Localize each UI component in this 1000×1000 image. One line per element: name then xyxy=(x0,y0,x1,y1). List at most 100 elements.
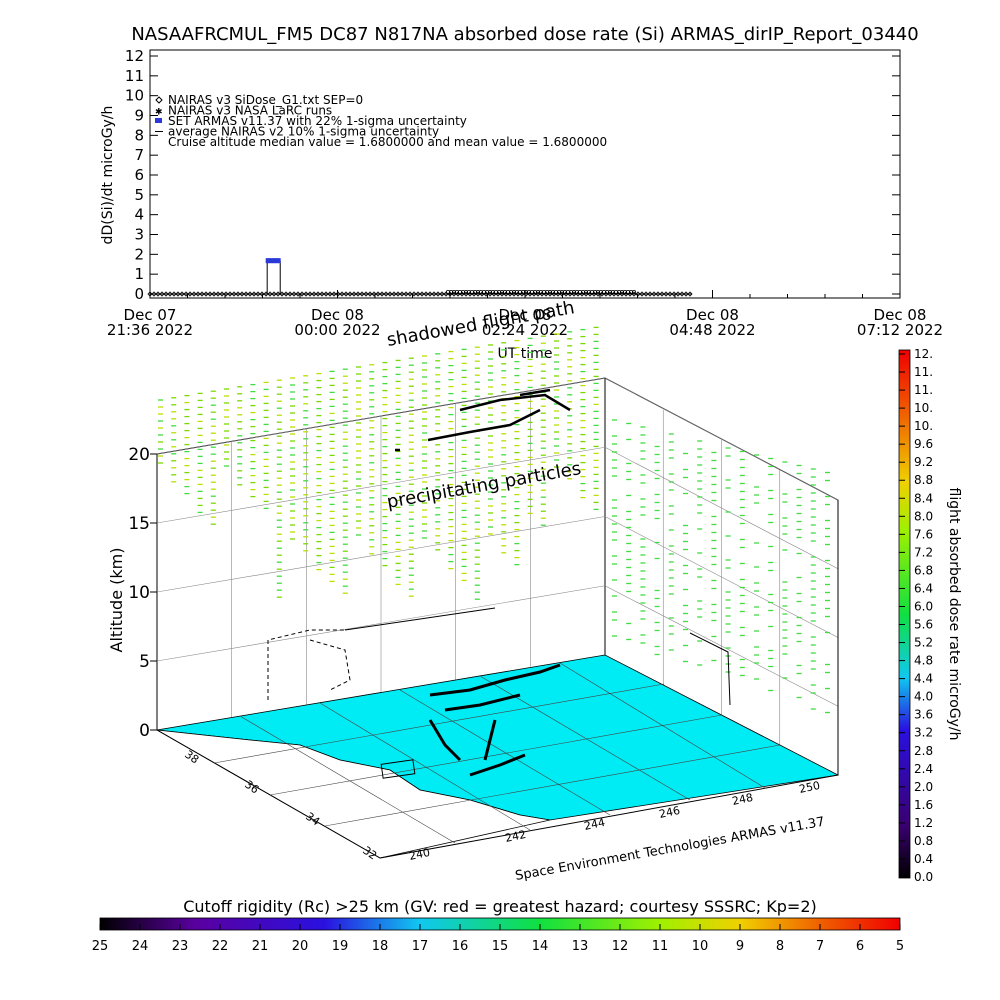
cutoff-tick-label: 5 xyxy=(896,939,904,954)
y-tick-label: 2 xyxy=(134,245,144,263)
flight-path-shadow xyxy=(428,663,561,777)
cutoff-tick-label: 16 xyxy=(452,939,469,954)
dose-rate-tick-label: 10. xyxy=(914,419,933,433)
dose-rate-tick-label: 8.8 xyxy=(914,473,933,487)
y-tick-label: 9 xyxy=(134,107,144,125)
cutoff-tick-label: 9 xyxy=(736,939,744,954)
longitude-tick-label: 244 xyxy=(583,816,606,833)
legend-diamond-icon xyxy=(155,96,163,104)
cutoff-tick-label: 15 xyxy=(492,939,509,954)
longitude-tick-label: 248 xyxy=(731,791,754,808)
map-floor-ocean xyxy=(156,729,551,859)
y-tick-label: 0 xyxy=(134,285,144,303)
y-tick-label: 10 xyxy=(125,87,144,105)
dose-rate-tick-label: 6.8 xyxy=(914,563,933,577)
legend-item-label: NAIRAS v3 SiDose_G1.txt SEP=0 xyxy=(168,93,363,107)
armas-square-marker xyxy=(277,258,281,264)
chart-title: NASAAFRCMUL_FM5 DC87 N817NA absorbed dos… xyxy=(131,24,918,45)
dose-rate-tick-label: 11. xyxy=(914,383,933,397)
series-diamond-marker xyxy=(687,291,693,297)
cutoff-tick-label: 21 xyxy=(252,939,269,954)
flight-path-high xyxy=(395,388,571,452)
altitude-tick-label: 15 xyxy=(128,514,150,534)
longitude-tick-label: 240 xyxy=(408,846,431,863)
y-tick-label: 5 xyxy=(134,186,144,204)
timeseries-x-label: UT time xyxy=(498,346,553,362)
precipitating-particles-label: precipitating particles xyxy=(385,458,582,513)
timeseries-series xyxy=(147,258,693,297)
altitude-3d-panel: 0 5 10 15 20 Altitude (km) 240 242 244 246 248 25… xyxy=(107,297,840,884)
airport-marker xyxy=(380,759,416,779)
dose-rate-tick-label: 3.2 xyxy=(914,726,933,740)
dose-rate-tick-label: 9.6 xyxy=(914,437,933,451)
cutoff-rigidity-label: Cutoff rigidity (Rc) >25 km (GV: red = g… xyxy=(183,897,817,916)
armas-square-marker xyxy=(273,258,277,264)
dose-rate-tick-label: 5.6 xyxy=(914,618,933,632)
legend-item-label: average NAIRAS v2 10% 1-sigma uncertaint… xyxy=(168,125,439,139)
flight-drop-lines xyxy=(267,607,731,706)
longitude-tick-label: 242 xyxy=(504,828,527,845)
cutoff-tick-label: 19 xyxy=(332,939,349,954)
timeseries-frame xyxy=(149,49,901,299)
cutoff-tick-label: 23 xyxy=(172,939,189,954)
dose-rate-tick-label: 6.0 xyxy=(914,599,933,613)
armas-square-marker xyxy=(271,258,275,264)
cutoff-tick-label: 14 xyxy=(532,939,549,954)
cutoff-tick-label: 25 xyxy=(92,939,109,954)
dose-rate-tick-label: 8.0 xyxy=(914,509,933,523)
x-tick-label: Dec 08 xyxy=(686,306,739,324)
y-tick-label: 1 xyxy=(134,265,144,283)
dose-rate-tick-label: 4.4 xyxy=(914,672,933,686)
dose-rate-tick-label: 0.8 xyxy=(914,834,933,848)
x-tick-label: Dec 08 xyxy=(874,306,927,324)
dose-rate-colorbar-ticks: 0.0 0.4 0.8 1.2 1.6 2.0 2.4 2.8 3.2 3.6 4.0 4.4 4.8 5… xyxy=(899,347,933,884)
dose-rate-tick-label: 1.6 xyxy=(914,798,933,812)
cutoff-tick-label: 18 xyxy=(372,939,389,954)
dose-rate-tick-label: 3.6 xyxy=(914,708,933,722)
y-tick-label: 6 xyxy=(134,166,144,184)
dose-rate-tick-label: 2.0 xyxy=(914,780,933,794)
cutoff-tick-label: 12 xyxy=(612,939,629,954)
dose-rate-tick-label: 9.2 xyxy=(914,455,933,469)
dose-rate-tick-label: 4.0 xyxy=(914,690,933,704)
cutoff-tick-label: 22 xyxy=(212,939,229,954)
y-tick-label: 4 xyxy=(134,206,144,224)
dose-rate-tick-label: 8.4 xyxy=(914,491,933,505)
dose-rate-tick-label: 2.8 xyxy=(914,744,933,758)
x-tick-label: 00:00 2022 xyxy=(294,321,380,339)
cutoff-rigidity-ticks: 25 24 23 22 21 20 19 18 17 16 15 14 13 12 11 10 9 8 7 6 5 xyxy=(92,924,904,954)
armas-square-marker xyxy=(267,258,271,264)
cutoff-tick-label: 6 xyxy=(856,939,864,954)
dose-rate-colorbar-fill xyxy=(898,349,911,879)
dose-rate-tick-label: 1.2 xyxy=(914,816,933,830)
cutoff-tick-label: 7 xyxy=(816,939,824,954)
legend-star-icon: ✱ xyxy=(155,108,163,118)
legend-item-label: Cruise altitude median value = 1.6800000… xyxy=(168,135,607,149)
armas-square-marker xyxy=(265,258,269,264)
longitude-tick-label: 250 xyxy=(798,779,821,796)
longitude-tick-label: 246 xyxy=(658,804,681,821)
timeseries-y-label: dD(Si)/dt microGy/h xyxy=(100,106,116,245)
map-floor-edge xyxy=(156,729,839,859)
x-tick-label: 21:36 2022 xyxy=(107,321,193,339)
dose-rate-colorbar: 0.0 0.4 0.8 1.2 1.6 2.0 2.4 2.8 3.2 3.6 4.0 4.4 4.8 5… xyxy=(898,347,962,884)
cutoff-tick-label: 24 xyxy=(132,939,149,954)
cutoff-rigidity-colorbar: Cutoff rigidity (Rc) >25 km (GV: red = g… xyxy=(92,897,904,954)
timeseries-legend: NAIRAS v3 SiDose_G1.txt SEP=0 ✱ NAIRAS v3 … xyxy=(155,93,607,149)
x-tick-label: Dec 08 xyxy=(311,306,364,324)
dose-rate-colorbar-label: flight absorbed dose rate microGy/h xyxy=(946,488,962,741)
altitude-tick-label: 10 xyxy=(128,583,150,603)
armas-square-marker xyxy=(275,258,279,264)
dose-rate-tick-label: 10. xyxy=(914,401,933,415)
left-wall-grid xyxy=(156,377,606,731)
precipitating-particles xyxy=(158,326,830,714)
dose-rate-tick-label: 7.6 xyxy=(914,527,933,541)
y-tick-label: 8 xyxy=(134,126,144,144)
series-cruise-marker xyxy=(632,289,637,294)
dose-rate-tick-label: 12. xyxy=(914,347,933,361)
altitude-tick-label: 0 xyxy=(139,721,150,741)
